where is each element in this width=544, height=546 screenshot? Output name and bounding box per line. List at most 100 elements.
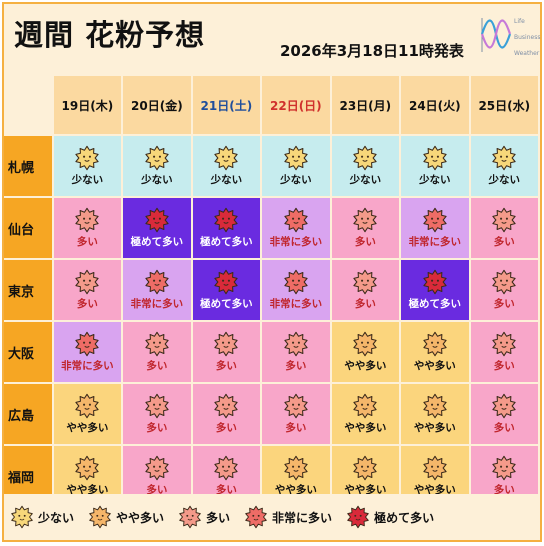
pollen-level-label: 少ない <box>280 174 312 186</box>
forecast-cell: 極めて多い <box>401 260 469 320</box>
pollen-level-label: 多い <box>493 360 515 372</box>
pollen-level-label: やや多い <box>413 422 456 434</box>
legend-item: 多い <box>178 505 230 529</box>
pollen-level-label: 少ない <box>141 174 173 186</box>
forecast-cell: 非常に多い <box>123 260 191 320</box>
pollen-level-label: やや多い <box>413 360 456 372</box>
pollen-level-label: 極めて多い <box>200 236 253 248</box>
pollen-icon <box>284 269 308 295</box>
forecast-cell: 少ない <box>401 136 469 196</box>
pollen-level-label: やや多い <box>413 484 456 496</box>
city-label: 東京 <box>4 260 52 320</box>
pollen-level-label: 多い <box>493 236 515 248</box>
legend-label: 極めて多い <box>374 510 435 525</box>
pollen-icon <box>214 331 238 357</box>
pollen-level-label: 非常に多い <box>269 298 323 310</box>
pollen-icon <box>284 207 308 233</box>
pollen-icon <box>492 207 516 233</box>
pollen-icon <box>75 207 100 233</box>
pollen-icon <box>245 505 267 529</box>
pollen-icon <box>214 393 238 419</box>
pollen-icon <box>179 505 201 529</box>
pollen-icon <box>75 145 100 171</box>
pollen-level-label: やや多い <box>344 484 387 496</box>
pollen-icon <box>423 331 447 357</box>
legend: 少ない やや多い 多い 非常に多い 極めて多い <box>4 494 540 540</box>
day-header: 23日(月) <box>331 76 400 134</box>
legend-item: 極めて多い <box>346 505 434 529</box>
pollen-icon <box>214 145 238 171</box>
pollen-level-label: 少ない <box>71 174 104 186</box>
pollen-icon <box>75 269 100 295</box>
forecast-cell: 多い <box>262 384 330 444</box>
pollen-icon <box>145 393 169 419</box>
pollen-icon <box>214 455 238 481</box>
wave-logo-icon <box>480 18 512 52</box>
pollen-level-label: 多い <box>354 236 376 248</box>
city-label: 広島 <box>4 384 52 444</box>
corner-cell <box>4 76 52 134</box>
forecast-cell: 極めて多い <box>192 198 261 258</box>
city-row: 仙台 多い 極めて多い 極めて多い 非常に多い 多い 非常に多い 多い <box>4 198 540 258</box>
pollen-level-label: やや多い <box>344 422 387 434</box>
city-row: 札幌 少ない 少ない 少ない 少ない 少ない 少ない 少ない <box>4 136 540 196</box>
header: 週間 花粉予想 2026年3月18日11時発表 Life Business We… <box>4 4 540 74</box>
pollen-level-label: 多い <box>493 484 515 496</box>
forecast-cell: 多い <box>331 260 400 320</box>
pollen-icon <box>284 145 308 171</box>
forecast-cell: 非常に多い <box>262 198 330 258</box>
pollen-icon <box>423 145 447 171</box>
pollen-level-label: 多い <box>354 298 376 310</box>
pollen-icon <box>353 207 377 233</box>
pollen-icon <box>284 455 308 481</box>
pollen-level-label: 多い <box>493 422 515 434</box>
pollen-icon <box>145 207 169 233</box>
forecast-cell: 少ない <box>53 136 122 196</box>
pollen-level-label: 非常に多い <box>130 298 184 310</box>
brand-logo: Life Business Weather <box>480 12 540 60</box>
pollen-level-label: 非常に多い <box>61 360 114 372</box>
legend-item: やや多い <box>88 505 164 529</box>
pollen-icon <box>214 207 238 233</box>
pollen-level-label: 少ない <box>488 174 521 186</box>
city-row: 大阪 非常に多い 多い 多い 多い やや多い やや多い 多い <box>4 322 540 382</box>
forecast-cell: やや多い <box>401 384 469 444</box>
pollen-level-label: 少ない <box>419 174 451 186</box>
forecast-cell: 極めて多い <box>192 260 261 320</box>
pollen-level-label: 多い <box>146 422 168 434</box>
city-label: 仙台 <box>4 198 52 258</box>
pollen-icon <box>145 331 169 357</box>
forecast-cell: 非常に多い <box>262 260 330 320</box>
pollen-icon <box>75 455 100 481</box>
pollen-icon <box>284 331 308 357</box>
pollen-level-label: 極めて多い <box>130 236 184 248</box>
pollen-level-label: 多い <box>146 484 168 496</box>
pollen-icon <box>353 331 377 357</box>
forecast-cell: 多い <box>123 384 191 444</box>
forecast-cell: 多い <box>470 384 539 444</box>
legend-label: 少ない <box>38 510 75 525</box>
pollen-level-label: 少ない <box>210 174 243 186</box>
forecast-cell: 非常に多い <box>401 198 469 258</box>
pollen-level-label: 多い <box>215 360 237 372</box>
day-header: 22日(日) <box>262 76 330 134</box>
pollen-icon <box>75 331 100 357</box>
pollen-level-label: 多い <box>493 298 515 310</box>
city-row: 広島 やや多い 多い 多い 多い やや多い やや多い 多い <box>4 384 540 444</box>
legend-label: 非常に多い <box>272 510 333 525</box>
forecast-cell: 多い <box>470 322 539 382</box>
forecast-cell: やや多い <box>401 322 469 382</box>
forecast-cell: 多い <box>331 198 400 258</box>
pollen-icon <box>492 269 516 295</box>
pollen-icon <box>11 505 33 529</box>
pollen-level-label: 多い <box>215 422 237 434</box>
pollen-level-label: 非常に多い <box>269 236 323 248</box>
pollen-level-label: やや多い <box>274 484 317 496</box>
forecast-table: 19日(木) 20日(金) 21日(土) 22日(日) 23日(月) 24日(火) 25日(… <box>4 76 540 508</box>
pollen-icon <box>145 145 169 171</box>
city-label: 札幌 <box>4 136 52 196</box>
forecast-cell: 多い <box>470 198 539 258</box>
pollen-level-label: やや多い <box>344 360 387 372</box>
pollen-icon <box>145 455 169 481</box>
forecast-cell: 多い <box>53 198 122 258</box>
